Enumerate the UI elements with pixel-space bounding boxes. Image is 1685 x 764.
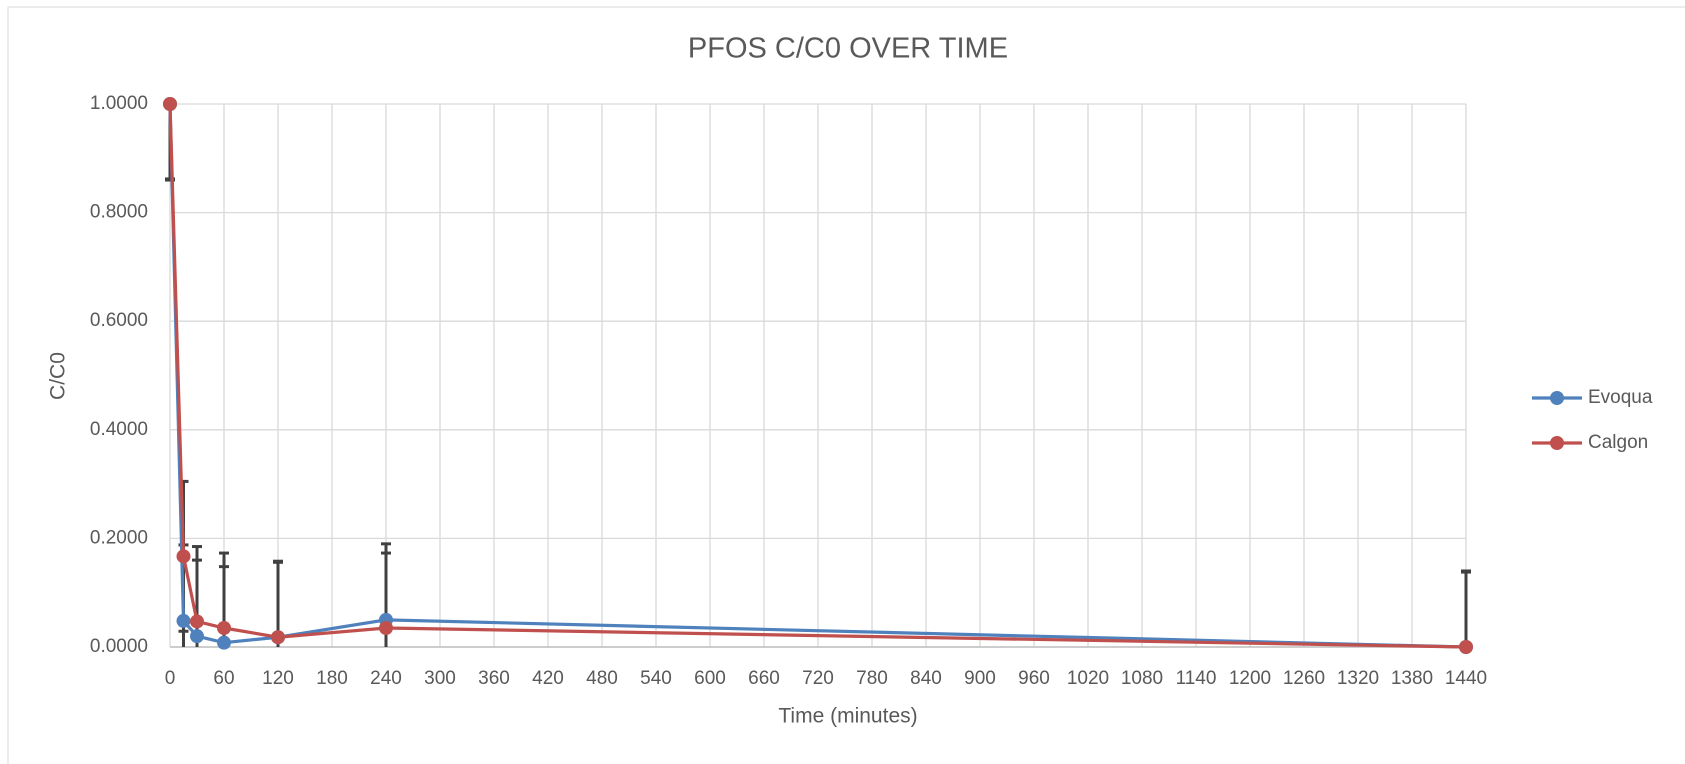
y-tick-label: 0.8000 (90, 202, 148, 223)
x-tick-label: 1260 (1283, 668, 1325, 689)
x-tick-label: 300 (424, 668, 456, 689)
x-tick-label: 900 (964, 668, 996, 689)
x-tick-label: 780 (856, 668, 888, 689)
legend-label: Evoqua (1588, 387, 1653, 408)
x-tick-label: 420 (532, 668, 564, 689)
chart-border (7, 6, 1685, 764)
x-tick-label: 240 (370, 668, 402, 689)
x-tick-label: 660 (748, 668, 780, 689)
x-tick-label: 960 (1018, 668, 1050, 689)
chart-title: PFOS C/C0 OVER TIME (688, 33, 1008, 65)
legend-marker (1550, 391, 1564, 405)
data-point (190, 629, 204, 644)
x-tick-label: 120 (262, 668, 294, 689)
x-tick-label: 1140 (1176, 668, 1217, 689)
x-axis-label: Time (minutes) (778, 705, 917, 728)
y-tick-label: 0.4000 (90, 419, 148, 440)
x-tick-label: 360 (478, 668, 510, 689)
y-tick-label: 0.0000 (90, 636, 148, 657)
x-tick-label: 1020 (1067, 668, 1109, 689)
x-tick-label: 1200 (1229, 668, 1271, 689)
data-point (1459, 640, 1473, 654)
x-tick-label: 180 (316, 668, 348, 689)
x-tick-label: 1380 (1391, 668, 1433, 689)
x-tick-label: 480 (586, 668, 618, 689)
x-tick-label: 1080 (1121, 668, 1163, 689)
x-tick-label: 720 (802, 668, 834, 689)
legend-marker (1550, 436, 1564, 450)
data-point (176, 613, 191, 628)
error-bar (1461, 570, 1471, 647)
x-tick-label: 540 (640, 668, 672, 689)
data-point (271, 630, 285, 645)
y-tick-label: 0.2000 (90, 527, 148, 548)
data-point (217, 620, 231, 635)
data-point (190, 614, 204, 629)
x-tick-label: 1440 (1445, 668, 1487, 689)
y-tick-label: 1.0000 (90, 93, 148, 114)
x-tick-label: 840 (910, 668, 942, 689)
data-point (217, 635, 231, 650)
data-point (379, 620, 393, 635)
x-tick-label: 1320 (1337, 668, 1379, 689)
legend-label: Calgon (1588, 432, 1648, 453)
y-tick-label: 0.6000 (90, 310, 148, 331)
x-tick-label: 60 (213, 668, 234, 689)
y-axis-label: C/C0 (47, 352, 70, 400)
data-point (176, 549, 191, 564)
data-point (163, 97, 177, 111)
x-tick-label: 0 (165, 668, 176, 689)
x-tick-label: 600 (694, 668, 726, 689)
